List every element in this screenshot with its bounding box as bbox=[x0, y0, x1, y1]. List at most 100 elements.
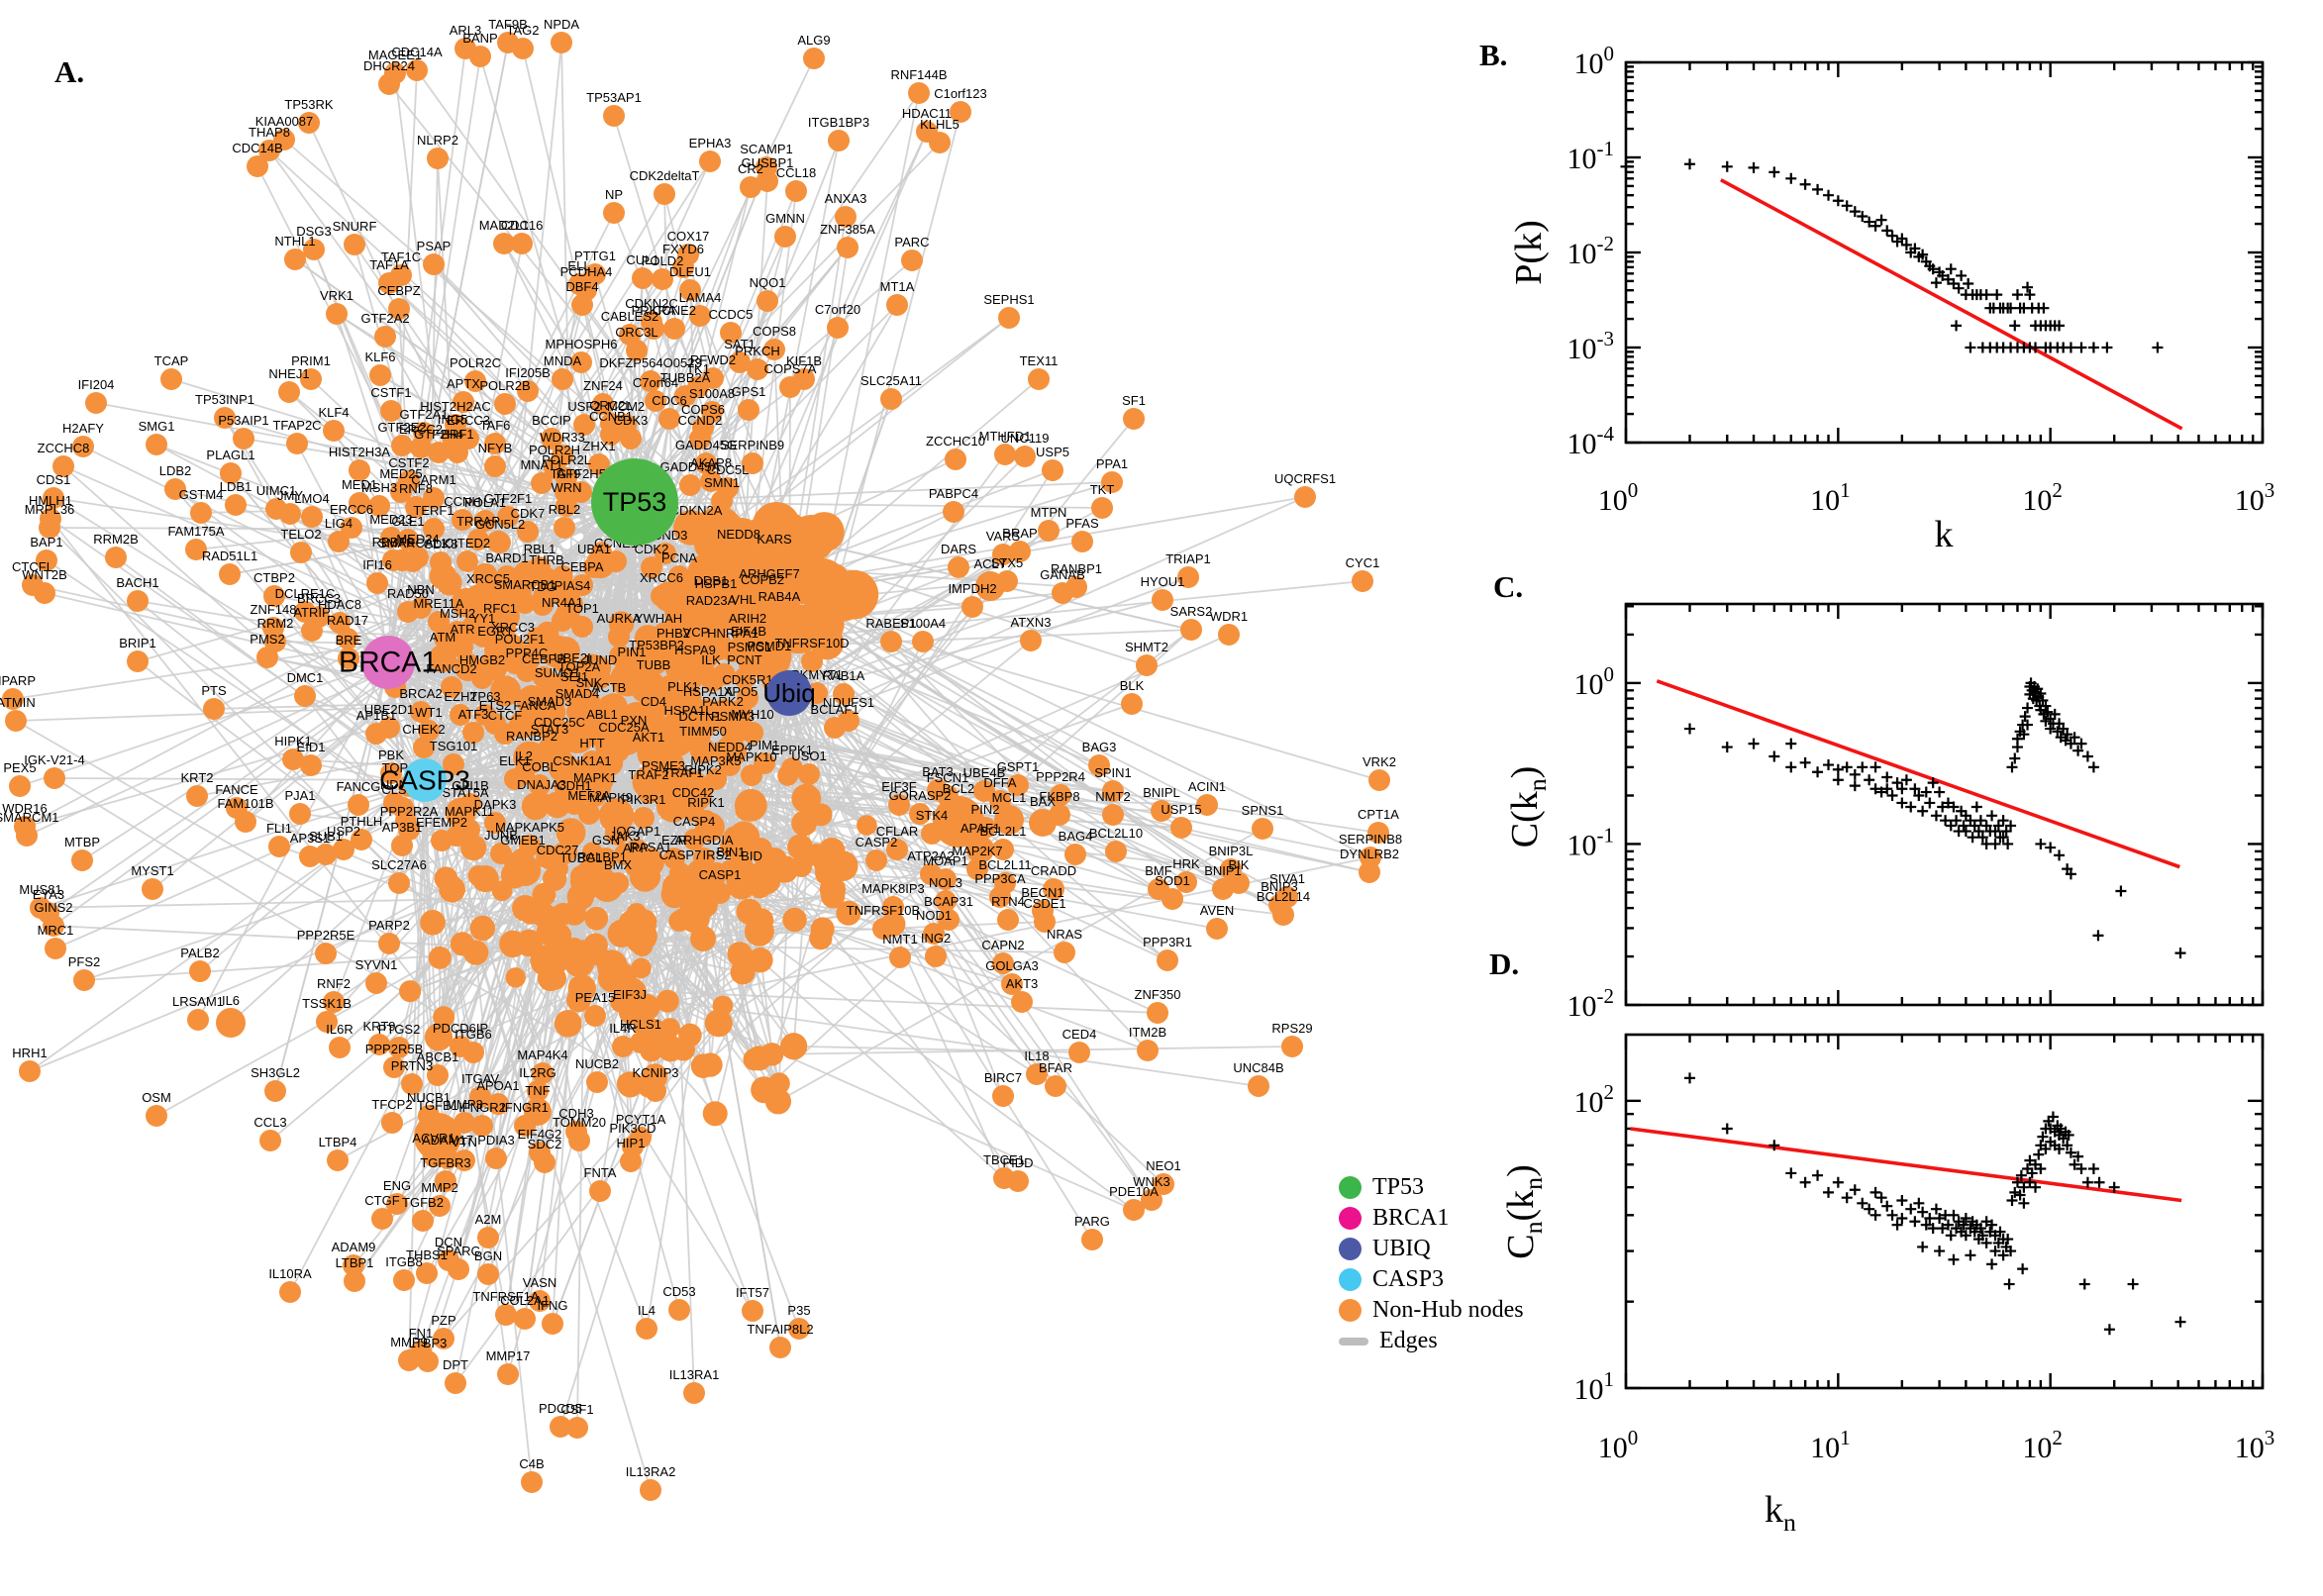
network-node bbox=[34, 582, 55, 604]
axis-tick-label: 103 bbox=[2235, 478, 2275, 517]
network-node bbox=[187, 1009, 209, 1031]
network-node bbox=[405, 496, 427, 518]
network-node bbox=[1088, 754, 1110, 776]
network-node bbox=[781, 757, 803, 779]
network-node bbox=[504, 768, 526, 790]
network-node bbox=[1007, 774, 1029, 796]
network-node bbox=[284, 249, 306, 270]
network-node bbox=[600, 805, 622, 827]
network-node bbox=[798, 763, 820, 785]
network-node bbox=[391, 435, 413, 456]
network-node bbox=[454, 800, 476, 822]
network-node bbox=[505, 967, 526, 988]
network-node bbox=[286, 433, 308, 454]
network-node bbox=[943, 501, 964, 523]
network-node bbox=[127, 590, 149, 612]
network-node bbox=[279, 503, 301, 525]
network-node bbox=[514, 1115, 536, 1137]
network-node bbox=[717, 542, 760, 585]
network-node bbox=[638, 745, 659, 766]
network-node bbox=[290, 542, 312, 563]
network-node bbox=[742, 722, 763, 744]
network-node bbox=[556, 818, 586, 848]
network-node bbox=[643, 672, 664, 694]
network-node bbox=[882, 896, 904, 918]
network-node bbox=[399, 980, 422, 1003]
network-node bbox=[1367, 822, 1389, 844]
network-node bbox=[672, 694, 694, 716]
network-node bbox=[365, 972, 387, 994]
network-node bbox=[570, 351, 592, 373]
network-node bbox=[1157, 949, 1178, 971]
network-node bbox=[630, 1032, 652, 1053]
network-node bbox=[351, 829, 372, 850]
network-node bbox=[443, 753, 464, 775]
network-node bbox=[1045, 1075, 1066, 1097]
network-node bbox=[570, 481, 592, 503]
network-node bbox=[835, 206, 857, 228]
network-node bbox=[608, 626, 630, 648]
network-node bbox=[662, 641, 684, 662]
network-node bbox=[533, 666, 555, 688]
network-node bbox=[378, 73, 400, 95]
network-node bbox=[659, 1018, 680, 1039]
network-node bbox=[658, 408, 680, 430]
network-node bbox=[927, 779, 949, 801]
network-node bbox=[702, 1101, 728, 1127]
network-node bbox=[531, 902, 556, 928]
network-node bbox=[653, 773, 674, 795]
axis-tick-label: 10-2 bbox=[1567, 984, 1615, 1023]
network-node bbox=[719, 754, 741, 776]
network-node bbox=[801, 650, 823, 672]
network-node bbox=[757, 290, 778, 312]
network-node bbox=[337, 628, 358, 649]
network-node bbox=[435, 1170, 456, 1192]
network-node bbox=[578, 803, 600, 825]
plot-frame bbox=[1624, 1033, 2265, 1390]
network-node bbox=[996, 570, 1018, 592]
network-node bbox=[938, 909, 960, 931]
axis-tick-label: 10-2 bbox=[1567, 232, 1615, 270]
fit-line bbox=[1719, 178, 2183, 431]
network-node bbox=[994, 805, 1024, 835]
network-node bbox=[431, 830, 453, 851]
network-node bbox=[298, 112, 320, 134]
network-node bbox=[738, 639, 759, 660]
network-node bbox=[736, 898, 762, 925]
network-node bbox=[436, 569, 462, 596]
network-node bbox=[631, 935, 654, 957]
network-node bbox=[462, 1042, 484, 1063]
network-node bbox=[626, 340, 648, 361]
network-node bbox=[668, 565, 690, 587]
network-node bbox=[547, 857, 568, 879]
network-node bbox=[685, 518, 707, 540]
network-node bbox=[591, 722, 613, 744]
network-node bbox=[1064, 844, 1086, 865]
axis-tick-label: 102 bbox=[2022, 478, 2063, 517]
network-node bbox=[299, 846, 321, 867]
network-node bbox=[603, 202, 625, 224]
network-node bbox=[366, 572, 388, 594]
network-node bbox=[729, 351, 751, 373]
network-node bbox=[935, 890, 957, 912]
network-node bbox=[1248, 1075, 1269, 1097]
network-node bbox=[247, 155, 268, 177]
network-node bbox=[532, 882, 556, 907]
network-node bbox=[45, 938, 66, 959]
network-node bbox=[1068, 1042, 1090, 1063]
network-node bbox=[447, 442, 468, 463]
network-node bbox=[378, 272, 400, 294]
network-node bbox=[494, 723, 516, 745]
network-node bbox=[989, 886, 1011, 908]
network-node bbox=[328, 531, 350, 552]
axis-tick-label: 100 bbox=[1574, 662, 1615, 701]
network-node bbox=[1050, 784, 1071, 806]
network-node bbox=[414, 1113, 461, 1160]
network-node bbox=[378, 933, 400, 954]
network-node bbox=[1042, 459, 1063, 481]
network-node bbox=[453, 391, 474, 413]
network-node bbox=[633, 807, 655, 829]
axis-tick-label: 100 bbox=[1574, 42, 1615, 80]
network-node bbox=[672, 780, 694, 802]
network-node bbox=[460, 835, 487, 861]
